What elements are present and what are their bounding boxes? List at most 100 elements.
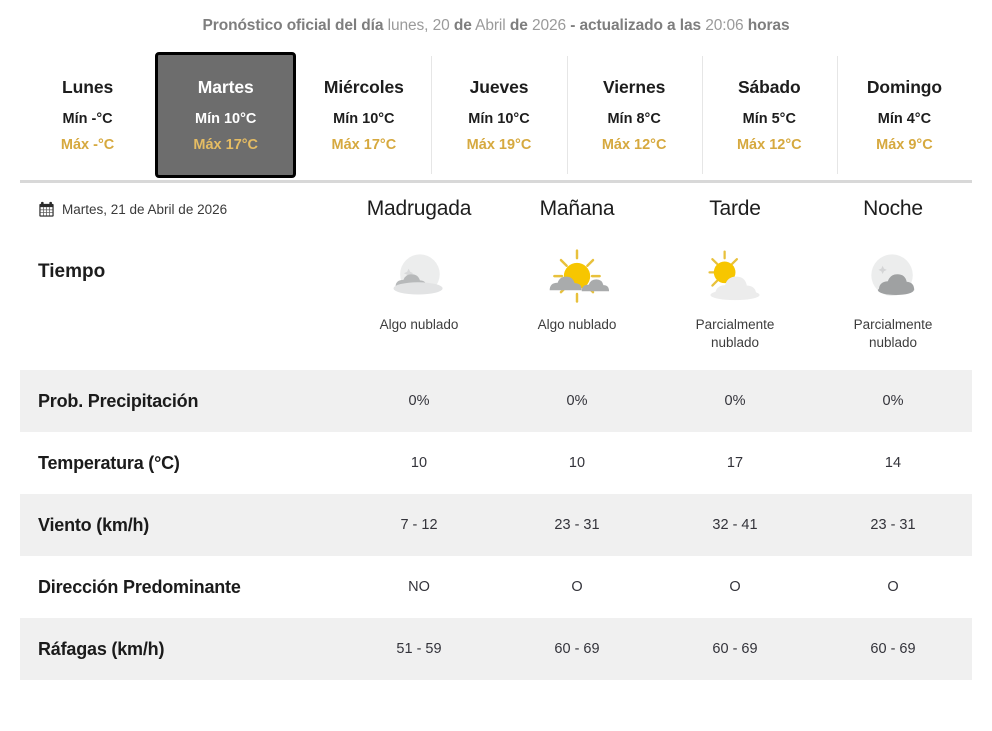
table-row: Dirección Predominante NO O O O [20,556,972,618]
headline-part-6: 2026 [531,17,567,34]
row-value: 7 - 12 [400,517,438,533]
day-tab-max: Máx 12°C [736,137,802,153]
row-value: 10 [410,455,428,471]
row-label-cell: Viento (km/h) [20,515,340,536]
row-value: 0% [408,393,430,409]
headline-part-5: de [509,17,528,34]
detail-date-cell: Martes, 21 de Abril de 2026 [20,201,340,218]
day-tab-lunes[interactable]: Lunes Mín -°C Máx -°C [20,50,156,180]
day-tab-jueves[interactable]: Jueves Mín 10°C Máx 19°C [431,50,567,180]
condition-text: Parcialmente nublado [695,317,775,351]
headline-part-3: de [453,17,472,34]
condition-cell-noche: Parcialmente nublado [814,247,972,352]
period-label: Tarde [709,197,761,220]
calendar-icon [38,201,55,218]
headline-part-7: - actualizado a las [570,17,702,34]
period-header-noche: Noche [814,197,972,221]
day-tab-name: Miércoles [323,77,404,97]
row-value: O [887,579,899,595]
condition-block: Algo nublado [340,247,498,334]
row-value-cell: O [656,578,814,596]
row-label: Dirección Predominante [38,576,241,597]
row-value-cell: 7 - 12 [340,516,498,534]
row-value-cell: 60 - 69 [656,640,814,658]
row-label-cell: Temperatura (°C) [20,453,340,474]
cloud-night-icon [386,247,452,309]
row-value-cell: 60 - 69 [498,640,656,658]
condition-cell-manana: Algo nublado [498,247,656,334]
day-tab-max: Máx 12°C [601,137,667,153]
sun-behind-cloud-icon [544,247,610,309]
row-value-cell: 0% [814,392,972,410]
period-label: Madrugada [366,197,472,220]
condition-cell-madrugada: Algo nublado [340,247,498,334]
headline-part-8: 20:06 [705,17,744,34]
day-tab-sabado[interactable]: Sábado Mín 5°C Máx 12°C [701,50,837,180]
period-label: Noche [863,197,923,220]
day-tab-max: Máx 17°C [193,137,259,153]
day-tab-min: Mín 10°C [195,111,257,127]
tiempo-label-cell: Tiempo [20,247,340,283]
row-value: 0% [566,393,588,409]
period-header-madrugada: Madrugada [340,197,498,221]
row-label: Viento (km/h) [38,514,150,535]
row-value-cell: 10 [498,454,656,472]
day-tab-miercoles[interactable]: Miércoles Mín 10°C Máx 17°C [296,50,432,180]
headline-part-1: Pronóstico oficial del día [202,17,384,34]
row-value: O [729,579,741,595]
day-tab-viernes[interactable]: Viernes Mín 8°C Máx 12°C [566,50,702,180]
tiempo-row: Tiempo Algo nublado Algo nublado Parcial… [20,235,972,370]
row-label: Prob. Precipitación [38,390,199,411]
row-value-cell: O [814,578,972,596]
tiempo-label: Tiempo [38,261,106,282]
condition-text: Algo nublado [379,317,459,332]
day-tab-min: Mín 10°C [468,111,530,127]
row-value: 0% [882,393,904,409]
day-tab-min: Mín 8°C [607,111,661,127]
row-value-cell: 14 [814,454,972,472]
headline-part-4: Abril [475,17,506,34]
row-value-cell: 60 - 69 [814,640,972,658]
day-tab-min: Mín 5°C [742,111,796,127]
row-value: 60 - 69 [712,641,758,657]
row-value: 60 - 69 [554,641,600,657]
day-tabs-bar: Lunes Mín -°C Máx -°C Martes Mín 10°C Máx 17°… [20,50,972,183]
day-tab-domingo[interactable]: Domingo Mín 4°C Máx 9°C [836,50,972,180]
day-tab-min: Mín 10°C [333,111,395,127]
row-value: 17 [726,455,744,471]
row-value-cell: 51 - 59 [340,640,498,658]
row-label: Ráfagas (km/h) [38,638,165,659]
row-value: O [571,579,583,595]
day-tab-name: Viernes [603,77,666,97]
period-header-row: Martes, 21 de Abril de 2026 Madrugada Ma… [20,183,972,235]
day-tab-max: Máx 17°C [331,137,397,153]
condition-cell-tarde: Parcialmente nublado [656,247,814,352]
day-tab-min: Mín -°C [62,111,113,127]
day-tab-max: Máx 9°C [876,137,933,153]
day-tab-martes[interactable]: Martes Mín 10°C Máx 17°C [155,52,297,178]
row-value-cell: 0% [498,392,656,410]
headline-part-2: lunes, 20 [387,17,450,34]
row-value-cell: 32 - 41 [656,516,814,534]
row-value: 10 [568,455,586,471]
day-tab-max: Máx 19°C [466,137,532,153]
row-value: NO [408,579,430,595]
table-row: Viento (km/h) 7 - 12 23 - 31 32 - 41 23 - 31 [20,494,972,556]
moon-cloud-icon [860,247,926,309]
row-value: 32 - 41 [712,517,758,533]
forecast-detail-grid: Martes, 21 de Abril de 2026 Madrugada Ma… [20,183,972,680]
sun-cloud-icon [702,247,768,309]
row-value-cell: 10 [340,454,498,472]
row-label-cell: Ráfagas (km/h) [20,639,340,660]
table-row: Temperatura (°C) 10 10 17 14 [20,432,972,494]
row-value: 23 - 31 [554,517,600,533]
row-value: 0% [724,393,746,409]
row-value-cell: NO [340,578,498,596]
day-tab-name: Martes [197,77,254,97]
condition-text: Parcialmente nublado [853,317,933,351]
period-header-manana: Mañana [498,197,656,221]
day-tab-name: Lunes [62,77,114,97]
headline-part-9: horas [747,17,790,34]
day-tab-max: Máx -°C [60,137,115,153]
